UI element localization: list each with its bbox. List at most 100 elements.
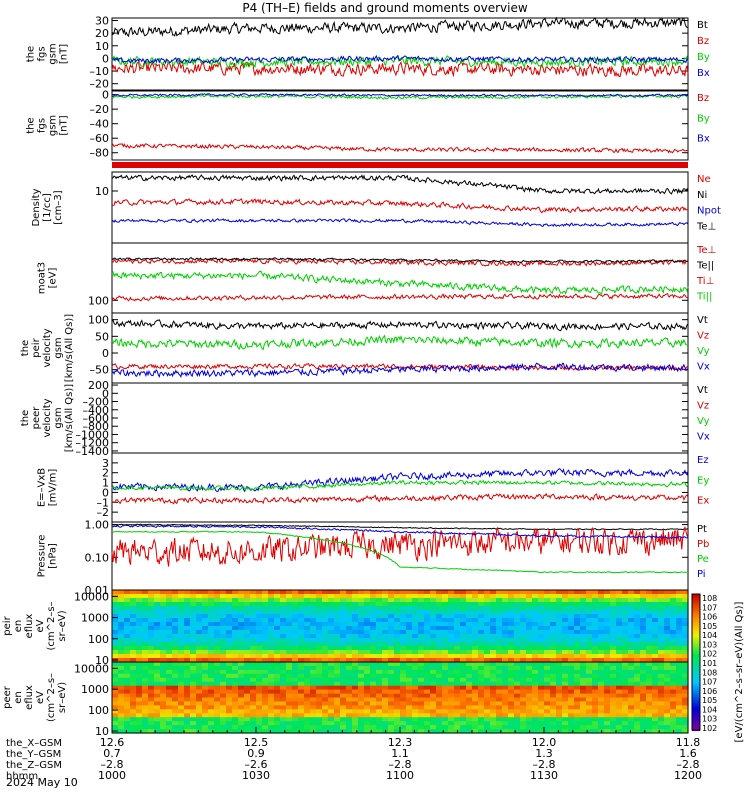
spectrogram-cell (226, 713, 233, 718)
spectrogram-cell (232, 658, 239, 663)
spectrogram-cell (178, 709, 185, 714)
spectrogram-cell (154, 693, 161, 699)
spectrogram-cell (304, 729, 311, 734)
spectrogram-cell (196, 642, 203, 647)
spectrogram-cell (352, 717, 359, 722)
spectrogram-cell (454, 713, 461, 718)
spectrogram-cell (628, 721, 635, 726)
spectrogram-cell (346, 725, 353, 730)
spectrogram-cell (682, 654, 689, 659)
spectrogram-cell (508, 677, 515, 683)
spectrogram-cell (676, 630, 683, 635)
spectrogram-cell (400, 646, 407, 651)
spectrogram-cell (208, 630, 215, 635)
spectrogram-cell (178, 669, 185, 675)
spectrogram-cell (172, 713, 179, 718)
spectrogram-cell (112, 693, 119, 699)
spectrogram-cell (424, 646, 431, 651)
spectrogram-cell (196, 697, 203, 702)
spectrogram-cell (532, 634, 539, 639)
spectrogram-cell (430, 614, 437, 619)
spectrogram-cell (556, 717, 563, 722)
spectrogram-cell (316, 618, 323, 623)
spectrogram-cell (154, 642, 161, 647)
spectrogram-cell (526, 626, 533, 631)
spectrogram-cell (508, 634, 515, 639)
spectrogram-cell (280, 665, 287, 671)
spectrogram-cell (208, 598, 215, 603)
spectrogram-cell (544, 658, 551, 663)
series-Ex (111, 492, 689, 505)
spectrogram-cell (616, 709, 623, 714)
spectrogram-cell (160, 693, 167, 699)
spectrogram-cell (292, 665, 299, 671)
spectrogram-cell (502, 673, 509, 679)
spectrogram-cell (160, 717, 167, 722)
spectrogram-cell (136, 665, 143, 671)
colorbar-cell (692, 646, 700, 650)
spectrogram-cell (268, 673, 275, 679)
spectrogram-cell (124, 709, 131, 714)
spectrogram-cell (394, 705, 401, 710)
ytick-label: 10 (95, 40, 109, 53)
spectrogram-cell (640, 642, 647, 647)
spectrogram-cell (676, 705, 683, 710)
spectrogram-cell (196, 602, 203, 607)
spectrogram-cell (454, 626, 461, 631)
spectrogram-cell (196, 701, 203, 706)
spectrogram-cell (616, 677, 623, 683)
spectrogram-cell (556, 654, 563, 659)
series-By (111, 55, 689, 69)
legend-Vt: Vt (697, 315, 708, 326)
spectrogram-cell (364, 717, 371, 722)
spectrogram-cell (208, 594, 215, 599)
spectrogram-cell (418, 630, 425, 635)
spectrogram-cell (592, 725, 599, 730)
spectrogram-cell (658, 598, 665, 603)
spectrogram-cell (124, 630, 131, 635)
spectrogram-cell (460, 677, 467, 683)
spectrogram-cell (664, 634, 671, 639)
spectrogram-cell (136, 713, 143, 718)
spectrogram-cell (538, 658, 545, 663)
spectrogram-cell (262, 646, 269, 651)
spectrogram-cell (310, 642, 317, 647)
spectrogram-cell (502, 669, 509, 675)
ylabel-line: [km/s(All Qs)] (64, 314, 75, 382)
spectrogram-cell (166, 590, 173, 595)
spectrogram-cell (538, 681, 545, 687)
spectrogram-cell (214, 618, 221, 623)
spectrogram-cell (508, 606, 515, 611)
spectrogram-cell (484, 618, 491, 623)
spectrogram-cell (610, 638, 617, 643)
ephemeris-value: 11.8 (676, 736, 701, 749)
spectrogram-cell (394, 713, 401, 718)
spectrogram-cell (544, 701, 551, 706)
spectrogram-cell (568, 646, 575, 651)
spectrogram-cell (382, 650, 389, 655)
spectrogram-cell (526, 610, 533, 615)
spectrogram-cell (130, 681, 137, 687)
spectrogram-cell (538, 693, 545, 699)
spectrogram-cell (112, 622, 119, 627)
spectrogram-cell (478, 693, 485, 699)
colorbar-tick: 106 (702, 613, 717, 622)
spectrogram-cell (358, 654, 365, 659)
spectrogram-cell (550, 602, 557, 607)
spectrogram-cell (214, 594, 221, 599)
spectrogram-cell (316, 654, 323, 659)
spectrogram-cell (514, 594, 521, 599)
spectrogram-cell (526, 685, 533, 691)
spectrogram-cell (640, 693, 647, 699)
spectrogram-cell (190, 602, 197, 607)
spectrogram-cell (490, 614, 497, 619)
spectrogram-cell (370, 658, 377, 663)
spectrogram-cell (562, 602, 569, 607)
spectrogram-cell (142, 598, 149, 603)
spectrogram-cell (262, 630, 269, 635)
spectrogram-cell (142, 701, 149, 706)
spectrogram-cell (310, 654, 317, 659)
spectrogram-cell (484, 673, 491, 679)
spectrogram-cell (292, 681, 299, 687)
spectrogram-cell (436, 598, 443, 603)
